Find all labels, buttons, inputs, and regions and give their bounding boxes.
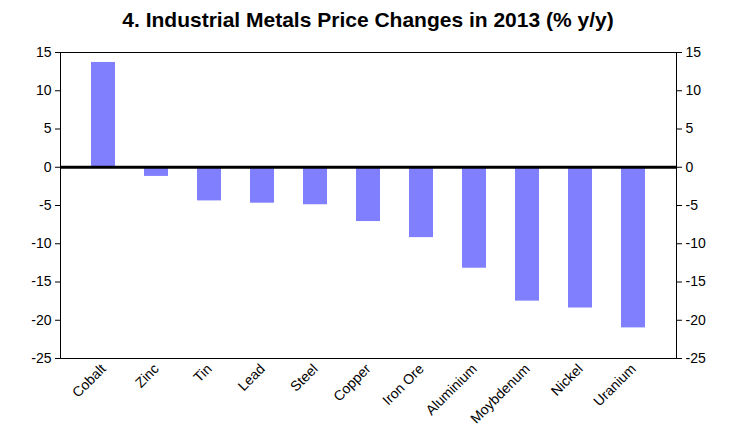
svg-text:-20: -20	[686, 312, 706, 328]
svg-text:0: 0	[44, 159, 52, 175]
svg-text:-5: -5	[686, 197, 699, 213]
svg-text:Cobalt: Cobalt	[69, 360, 109, 400]
svg-text:Tin: Tin	[190, 360, 215, 385]
html-text:4. Industrial Metals Price Cha: 4. Industrial Metals Price Changes in 20…	[122, 8, 614, 31]
svg-text:15: 15	[36, 44, 52, 60]
svg-text:Copper: Copper	[330, 360, 374, 404]
svg-text:Uranium: Uranium	[590, 360, 639, 409]
svg-text:15: 15	[686, 44, 702, 60]
svg-text:0: 0	[686, 159, 694, 175]
svg-text:Iron Ore: Iron Ore	[379, 360, 427, 408]
svg-text:-15: -15	[31, 273, 51, 289]
svg-text:10: 10	[36, 82, 52, 98]
svg-text:5: 5	[686, 120, 694, 136]
svg-text:-25: -25	[686, 350, 706, 366]
svg-text:-20: -20	[31, 312, 51, 328]
svg-text:Moybdenum: Moybdenum	[467, 360, 533, 426]
svg-text:Nickel: Nickel	[548, 360, 586, 398]
svg-text:Steel: Steel	[287, 360, 321, 394]
svg-text:Lead: Lead	[234, 360, 267, 393]
svg-text:-5: -5	[39, 197, 52, 213]
svg-text:-10: -10	[31, 235, 51, 251]
svg-text:5: 5	[44, 120, 52, 136]
svg-text:Zinc: Zinc	[132, 360, 162, 390]
svg-text:10: 10	[686, 82, 702, 98]
svg-text:-10: -10	[686, 235, 706, 251]
svg-text:-15: -15	[686, 273, 706, 289]
svg-text:-25: -25	[31, 350, 51, 366]
svg-text:Aluminium: Aluminium	[422, 360, 480, 418]
